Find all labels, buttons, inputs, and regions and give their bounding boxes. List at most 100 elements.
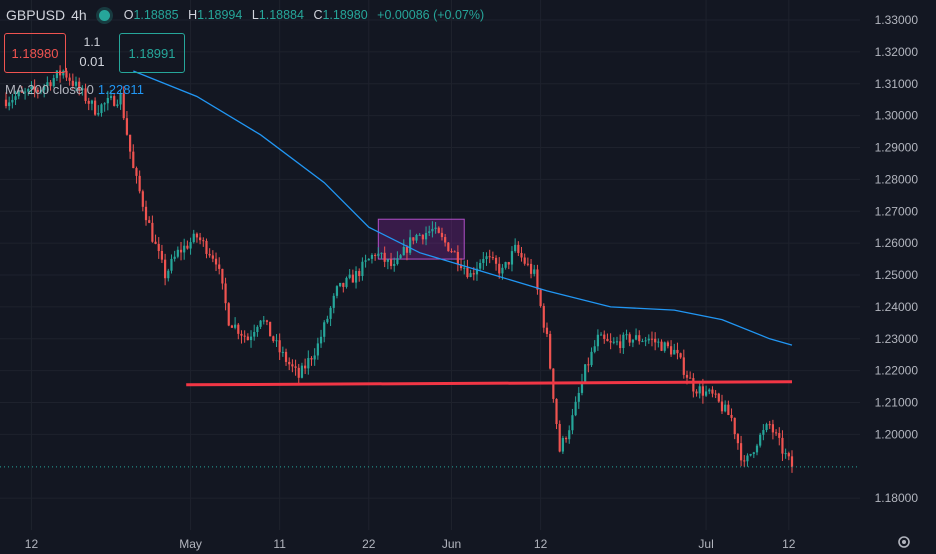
candle-body (494, 257, 498, 264)
candle-body (71, 80, 74, 86)
candle-body (634, 335, 638, 340)
candle-body (249, 336, 253, 341)
candle-body (599, 334, 603, 336)
candle-body (316, 343, 319, 356)
candle-body (106, 97, 109, 104)
candle-body (533, 269, 536, 274)
candle-body (253, 332, 256, 337)
symbol-label[interactable]: GBPUSD (6, 7, 66, 23)
candle-body (81, 88, 84, 90)
candle-body (116, 104, 119, 106)
candle-body (399, 255, 402, 259)
candle-body (730, 414, 733, 418)
candle-body (323, 322, 326, 337)
candle-body (453, 251, 456, 253)
price-tick-label: 1.28000 (875, 172, 919, 186)
time-tick-label: 12 (782, 537, 796, 551)
candle-body (49, 82, 52, 87)
candle-body (202, 240, 205, 242)
timeframe-label[interactable]: 4h (71, 7, 87, 23)
candle-body (141, 191, 144, 207)
candle-body (711, 389, 714, 394)
candle-body (704, 391, 708, 396)
candle-body (160, 250, 164, 260)
candle-body (529, 263, 533, 274)
time-tick-label: 12 (534, 537, 548, 551)
candle-body (526, 263, 529, 265)
candle-body (491, 257, 494, 259)
candle-body (272, 336, 275, 341)
candle-body (450, 251, 453, 253)
candle-body (409, 237, 412, 253)
spread-display: 1.1 0.01 (66, 33, 118, 71)
time-axis[interactable]: 12 May 11 22 Jun 12 Jul 12 (25, 537, 796, 551)
candle-body (717, 393, 720, 402)
candle-body (339, 282, 342, 287)
legend-header: GBPUSD 4h O1.18885 H1.18994 L1.18884 C1.… (6, 7, 484, 23)
candle-body (164, 259, 167, 279)
candle-body (574, 401, 577, 416)
candle-body (227, 303, 230, 326)
time-tick-label: Jul (698, 537, 713, 551)
candle-body (125, 118, 129, 135)
candle-body (568, 430, 571, 440)
buy-button[interactable]: 1.18991 (119, 33, 185, 73)
candle-body (504, 262, 507, 268)
candle-body (708, 389, 711, 392)
candle-body (199, 237, 202, 241)
ma-200-line (133, 70, 793, 346)
candle-body (539, 289, 542, 306)
candle-body (549, 333, 552, 369)
candle-body (246, 336, 249, 341)
candle-body (746, 455, 749, 462)
candle-body (275, 340, 278, 342)
support-trendline (186, 380, 793, 387)
last-price-line: 1.18980 (0, 456, 924, 477)
candle-body (482, 259, 485, 263)
candle-body (186, 245, 189, 249)
candle-body (234, 324, 237, 328)
candle-body (87, 100, 90, 104)
candle-body (348, 274, 351, 278)
candle-body (663, 342, 666, 351)
ohlc-values: O1.18885 H1.18994 L1.18884 C1.18980 +0.0… (124, 8, 484, 22)
candle-body (778, 433, 781, 438)
candle-body (536, 269, 539, 290)
candle-body (224, 283, 227, 304)
candle-body (768, 424, 771, 426)
candle-body (590, 351, 593, 366)
candle-body (517, 244, 520, 253)
candle-body (542, 305, 545, 328)
candle-body (638, 335, 641, 342)
spread-top: 1.1 (83, 35, 101, 49)
candle-body (195, 233, 199, 238)
candle-body (144, 206, 148, 221)
candle-body (97, 113, 100, 115)
candle-body (132, 151, 135, 169)
candle-body (167, 270, 170, 279)
candle-body (631, 339, 634, 343)
candle-body (370, 254, 374, 259)
candle-body (472, 273, 475, 275)
candle-body (393, 263, 396, 266)
candle-body (36, 90, 39, 92)
price-tick-label: 1.20000 (875, 427, 919, 441)
candle-body (307, 358, 310, 369)
candle-body (456, 251, 459, 265)
candle-body (619, 341, 622, 349)
candle-body (603, 334, 606, 339)
candle-body (43, 86, 46, 90)
candle-body (294, 366, 297, 368)
candle-body (33, 86, 36, 91)
price-axis[interactable]: 1.33000 1.32000 1.31000 1.30000 1.29000 1.280… (860, 0, 936, 554)
support-line[interactable] (186, 380, 793, 387)
settings-gear-icon[interactable] (898, 536, 910, 548)
low-label: L (251, 8, 259, 22)
candle-body (765, 424, 768, 431)
sell-button[interactable]: 1.18980 (4, 33, 66, 73)
ma-indicator-legend[interactable]: MA 200 close 0 1.22811 (5, 82, 144, 97)
candle-body (421, 234, 424, 240)
candle-body (278, 340, 281, 353)
candle-body (424, 232, 428, 240)
